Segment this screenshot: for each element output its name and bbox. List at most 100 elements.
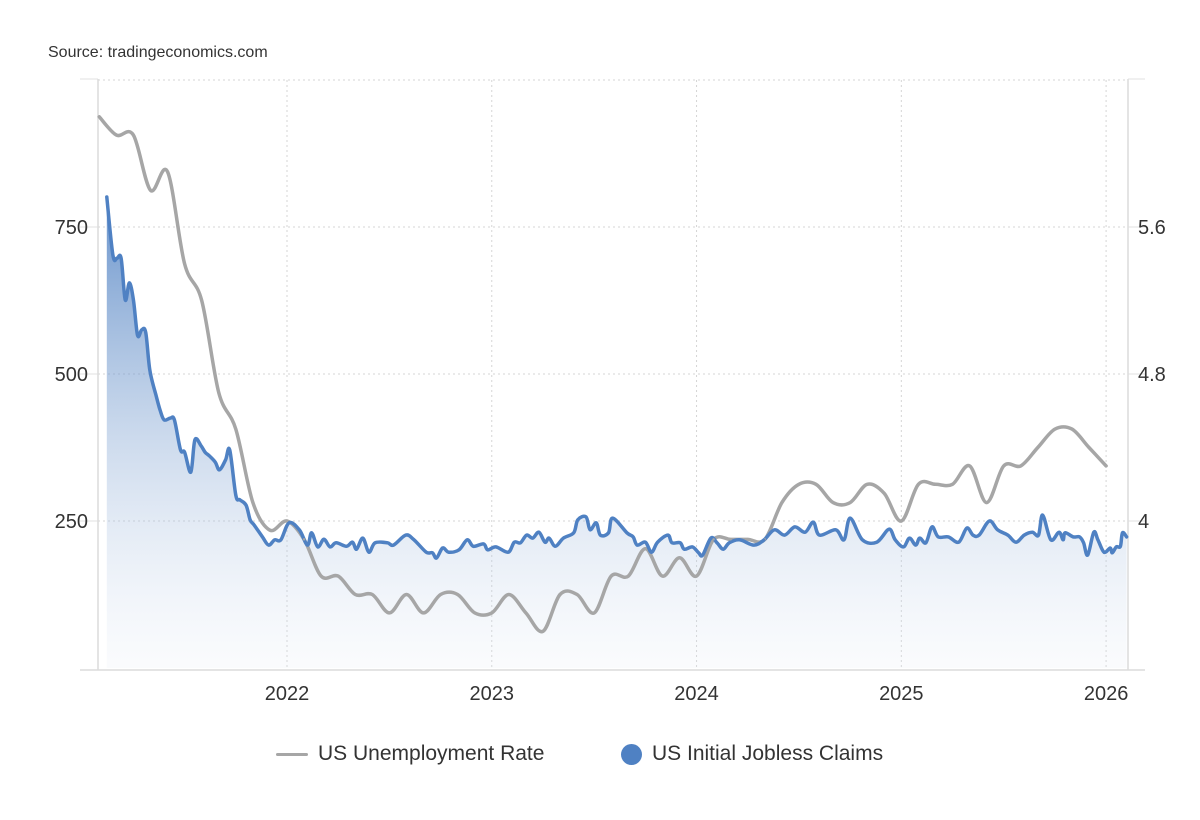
unemployment-point (354, 593, 357, 596)
claims-point (431, 551, 434, 554)
claims-point (893, 538, 897, 542)
right-axis-tick-label: 4.8 (1138, 364, 1166, 386)
unemployment-point (234, 427, 238, 431)
claims-point (666, 533, 670, 537)
claims-point (1125, 535, 1128, 539)
unemployment-point (149, 189, 152, 192)
claims-point (728, 541, 731, 544)
claims-point (625, 531, 629, 534)
unemployment-point (592, 611, 596, 615)
x-axis-tick-label: 2025 (879, 683, 924, 705)
claims-point (576, 518, 579, 522)
claims-point (631, 535, 635, 539)
claims-point (977, 533, 981, 537)
unemployment-point (729, 538, 732, 541)
x-axis-tick-label: 2023 (470, 683, 515, 705)
claims-point (924, 541, 928, 544)
claims-point (373, 541, 377, 544)
source-label: Source: tradingeconomics.com (48, 44, 268, 61)
claims-point (644, 540, 647, 544)
claims-point (244, 503, 248, 507)
legend-label-unemployment: US Unemployment Rate (318, 742, 545, 765)
claims-point (996, 528, 999, 532)
x-axis-tick-label: 2026 (1084, 683, 1129, 705)
unemployment-point (883, 492, 886, 495)
unemployment-point (115, 133, 118, 137)
claims-point (1078, 535, 1081, 539)
tick-labels: 250 500 750 4 4.8 5.6 2022 2023 2024 2025 2026 (55, 217, 1166, 705)
unemployment-point (285, 519, 289, 523)
claims-point (140, 328, 143, 332)
unemployment-point (1104, 464, 1108, 468)
unemployment-point (968, 464, 971, 468)
claims-point (193, 438, 197, 442)
legend-label-claims: US Initial Jobless Claims (652, 742, 884, 765)
unemployment-point (507, 593, 511, 596)
unemployment-point (1070, 427, 1074, 431)
claims-point (783, 533, 786, 537)
claims-point (670, 541, 674, 544)
claims-point (588, 528, 592, 532)
claims-point (310, 531, 313, 534)
claims-point (887, 528, 891, 531)
axes (80, 78, 1145, 671)
claims-point (355, 548, 358, 551)
claims-point (513, 540, 516, 544)
unemployment-point (268, 528, 272, 532)
claims-point (595, 521, 598, 524)
unemployment-point (661, 574, 664, 578)
claims-point (773, 528, 776, 532)
claims-point (650, 550, 653, 554)
claims-point (457, 548, 461, 552)
claims-point (386, 541, 389, 544)
claims-point (607, 531, 610, 534)
claims-point (803, 530, 807, 534)
unemployment-point (405, 593, 408, 596)
claims-point (957, 540, 960, 544)
unemployment-point (797, 483, 801, 486)
claims-point (345, 545, 348, 548)
claims-point (525, 533, 528, 537)
claims-point (1072, 535, 1075, 539)
unemployment-point (251, 501, 255, 504)
claims-point (361, 536, 364, 540)
claims-point (306, 543, 309, 547)
claims-point (158, 408, 162, 412)
unemployment-point (166, 170, 169, 174)
unemployment-point (302, 538, 306, 541)
legend-item-claims[interactable]: US Initial Jobless Claims (621, 742, 883, 766)
legend-item-unemployment[interactable]: US Unemployment Rate (276, 742, 544, 766)
claims-point (1014, 540, 1018, 544)
claims-point (752, 543, 756, 547)
unemployment-point (575, 593, 579, 596)
unemployment-point (473, 611, 476, 615)
claims-point (1049, 538, 1053, 542)
claims-point (1006, 533, 1009, 537)
x-axis-tick-label: 2024 (674, 683, 719, 705)
claims-point (253, 523, 256, 527)
claims-point (1121, 531, 1124, 534)
claims-point (1111, 551, 1114, 554)
unemployment-point (917, 483, 920, 486)
claims-point (834, 528, 837, 532)
claims-point (965, 526, 969, 530)
claims-point (584, 515, 588, 519)
claims-point (148, 368, 152, 372)
claims-point (572, 531, 575, 534)
series-layer (97, 115, 1129, 668)
claims-point (1041, 513, 1044, 517)
claims-point (599, 533, 602, 537)
claims-point (111, 254, 115, 257)
claims-point (136, 333, 139, 337)
claims-point (261, 535, 264, 539)
claims-point (1063, 531, 1067, 534)
claims-point (179, 448, 182, 452)
claims-point (228, 448, 231, 452)
unemployment-point (1053, 427, 1057, 431)
unemployment-point (934, 483, 937, 486)
claims-point (273, 538, 276, 542)
claims-point (173, 418, 176, 422)
claims-point (1057, 530, 1061, 534)
unemployment-point (132, 133, 135, 137)
claims-point (701, 553, 704, 557)
